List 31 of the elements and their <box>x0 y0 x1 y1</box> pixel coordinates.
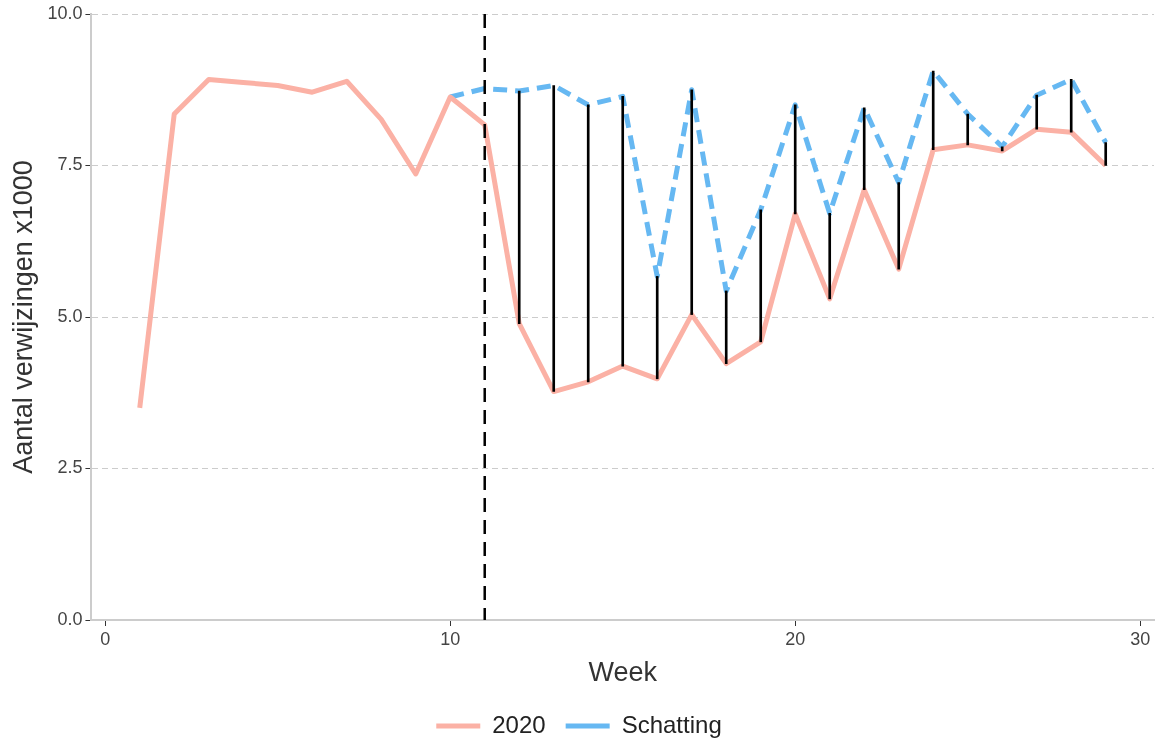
bar <box>862 107 866 191</box>
bar <box>1069 79 1073 133</box>
x-tick-label: 20 <box>785 628 806 649</box>
x-tick-label: 30 <box>1130 628 1151 649</box>
bar <box>655 276 659 380</box>
bar <box>1035 94 1039 130</box>
bar <box>724 290 728 364</box>
bar <box>586 104 590 383</box>
y-tick-label: 0.0 <box>57 608 83 629</box>
y-tick-label: 10.0 <box>47 2 83 23</box>
x-tick-label: 0 <box>100 628 111 649</box>
bar <box>897 182 901 270</box>
y-tick-label: 2.5 <box>57 457 83 478</box>
bar <box>759 209 763 343</box>
bar <box>931 70 935 151</box>
legend-label: Schatting <box>621 710 722 738</box>
bar <box>793 104 797 215</box>
y-tick-label: 5.0 <box>57 305 83 326</box>
legend-label: 2020 <box>492 710 546 738</box>
y-tick-label: 7.5 <box>57 154 83 175</box>
bar <box>966 113 970 146</box>
bar <box>1000 146 1004 152</box>
bar <box>828 213 832 300</box>
bar <box>621 96 625 367</box>
y-axis-title: Aantal verwijzingen x1000 <box>7 160 38 474</box>
x-axis-title: Week <box>588 657 658 688</box>
bar <box>517 90 521 324</box>
x-tick-label: 10 <box>440 628 461 649</box>
bar <box>690 89 694 315</box>
bar <box>552 85 556 392</box>
bar <box>1104 142 1108 166</box>
